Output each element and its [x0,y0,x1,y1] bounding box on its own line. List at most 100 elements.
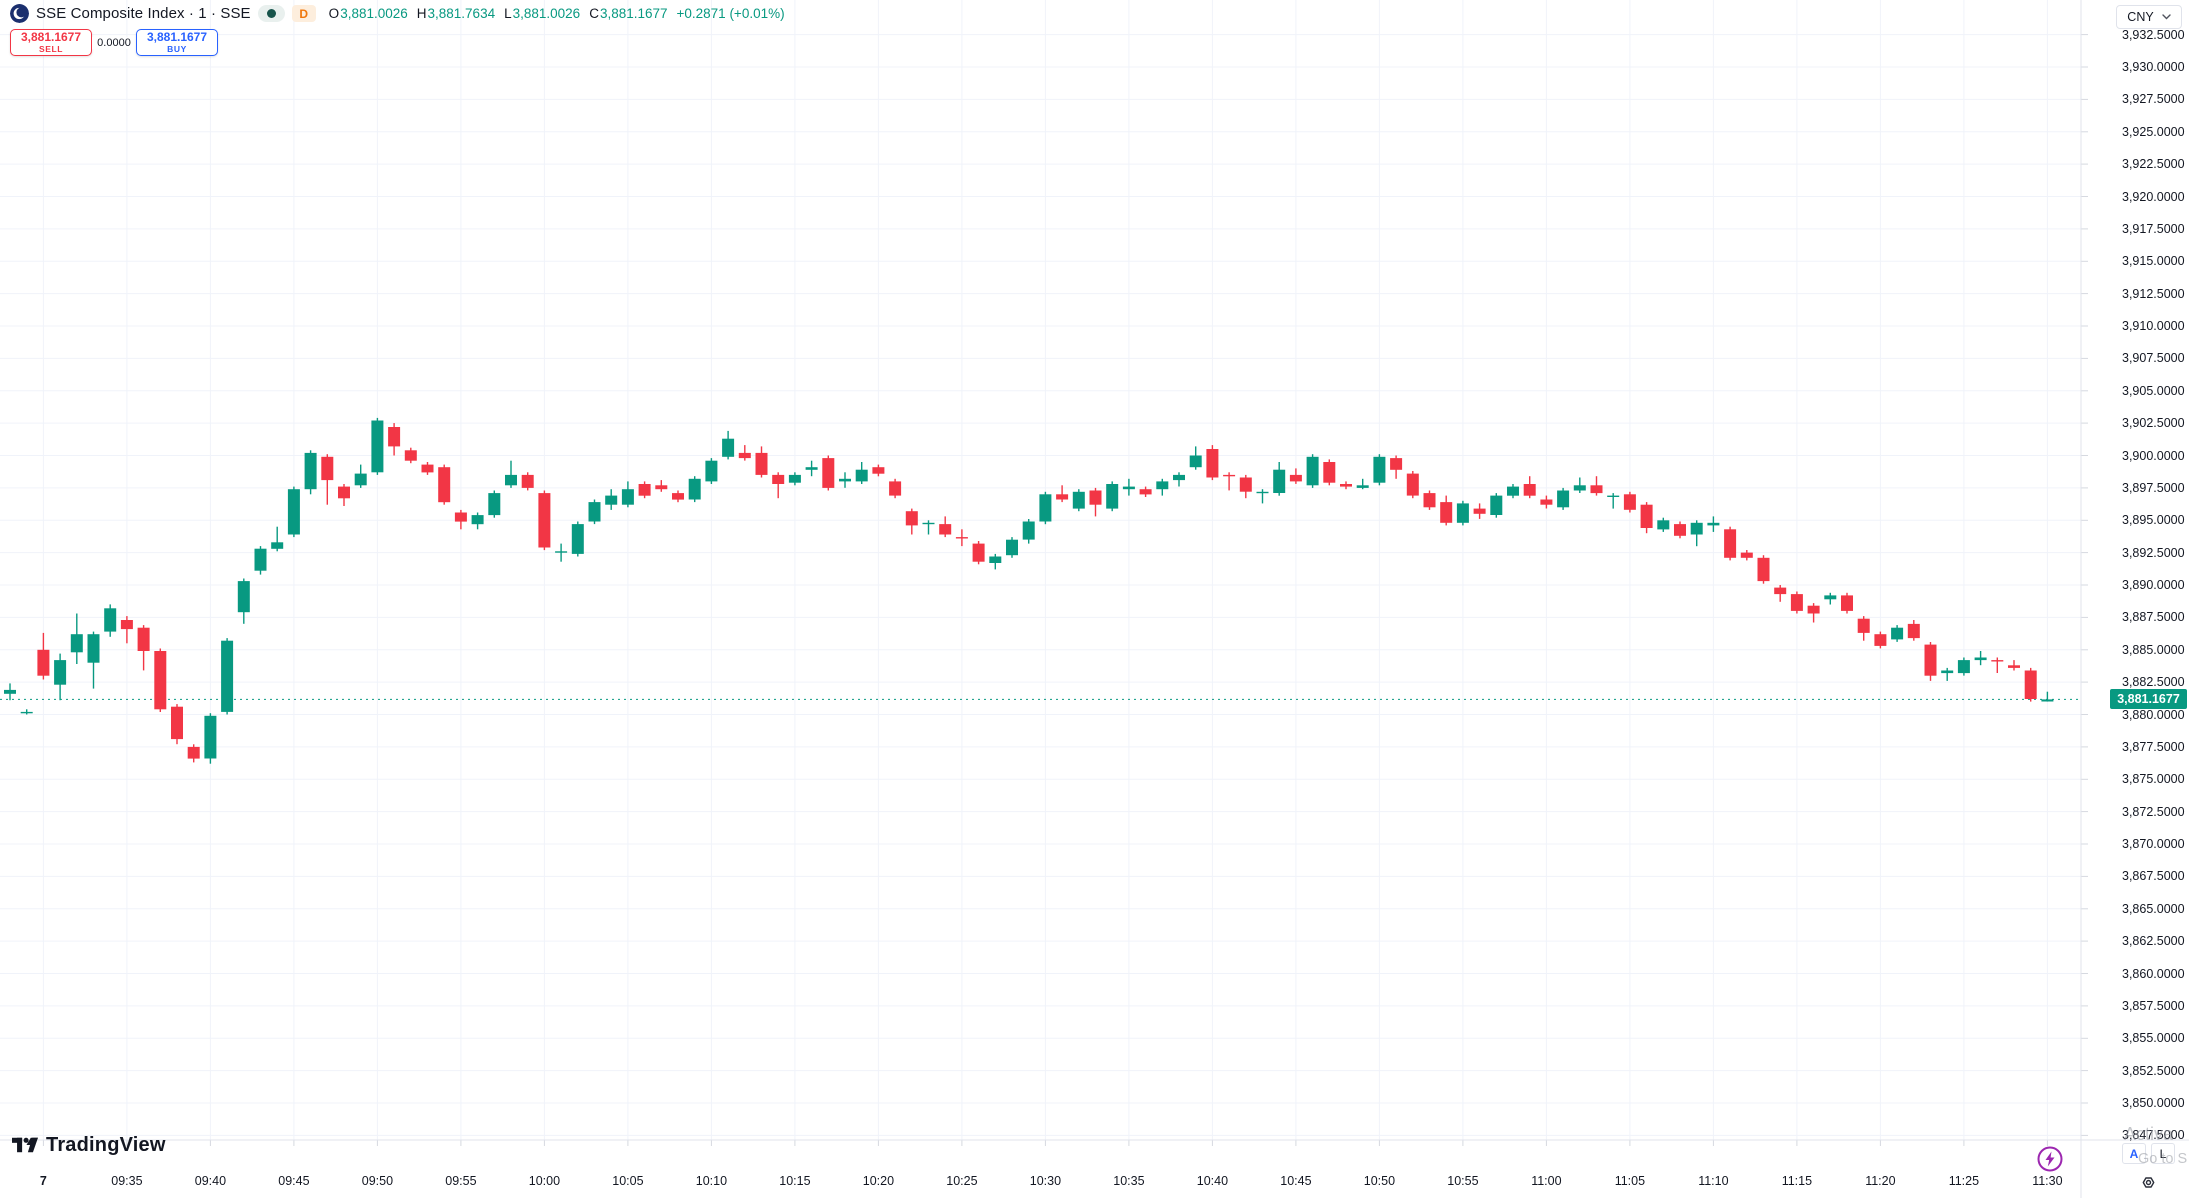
price-axis-label: 3,930.0000 [2122,60,2185,74]
price-axis-label: 3,882.5000 [2122,675,2185,690]
axis-settings-button[interactable] [2139,1173,2158,1197]
price-axis-label: 3,850.0000 [2122,1096,2185,1110]
price-axis-label: 3,847.5000 [2122,1128,2185,1143]
high-value: 3,881.7634 [427,6,496,21]
scale-controls: A L [2122,1143,2175,1164]
buy-price: 3,881.1677 [146,30,208,45]
time-axis-label: 10:15 [779,1174,811,1188]
time-axis-label: 09:40 [194,1174,227,1188]
trade-panel: 3,881.1677 SELL 0.0000 3,881.1677 BUY [10,29,218,56]
price-axis-label: 3,852.5000 [2122,1063,2185,1078]
time-axis-label: 10:55 [1447,1174,1479,1188]
change-value: +0.2871 (+0.01%) [676,6,785,21]
time-axis-label: 10:50 [1363,1174,1396,1188]
currency-label: CNY [2127,10,2154,24]
symbol-logo-icon [10,4,29,23]
price-axis-label: 3,920.0000 [2122,189,2185,204]
price-axis-label: 3,922.5000 [2122,157,2185,172]
auto-scale-button[interactable]: A [2122,1143,2146,1164]
market-status-badge[interactable] [257,5,285,22]
spread-value: 0.0000 [92,36,136,49]
time-axis-label: 11:25 [1948,1174,1980,1188]
price-axis-label: 3,925.0000 [2122,124,2185,139]
ohlc-readout: O 3,881.0026 H 3,881.7634 L 3,881.0026 C 3,8… [329,6,785,21]
price-axis-label: 3,890.0000 [2122,578,2185,592]
price-axis-label: 3,907.5000 [2122,351,2185,366]
price-axis-label: 3,887.5000 [2122,610,2185,625]
gear-icon [2142,1177,2155,1188]
time-axis-label: 10:25 [946,1174,978,1188]
time-axis-label: 09:50 [361,1174,394,1188]
time-axis-label: 11:30 [2032,1174,2063,1188]
time-axis-label: 10:10 [695,1174,728,1188]
price-axis-label: 3,932.5000 [2122,27,2185,42]
sell-price: 3,881.1677 [20,30,82,45]
price-axis-label: 3,885.0000 [2122,642,2185,657]
price-axis-label: 3,877.5000 [2122,739,2185,754]
tradingview-logo-text: TradingView [46,1133,166,1156]
price-axis-label: 3,872.5000 [2122,804,2185,819]
time-axis-label: 10:40 [1196,1174,1229,1188]
open-label: O [328,6,340,21]
price-axis-label: 3,892.5000 [2122,545,2185,560]
price-axis-label: 3,917.5000 [2122,221,2185,236]
time-axis-label: 10:35 [1113,1174,1145,1188]
price-axis-label: 3,927.5000 [2122,92,2185,107]
time-axis-label: 10:05 [612,1174,644,1188]
time-axis-label: 09:35 [111,1174,143,1188]
time-axis-label: 11:15 [1781,1174,1813,1188]
price-axis-label: 3,865.0000 [2122,901,2185,916]
time-axis-label: 11:00 [1531,1174,1562,1188]
close-label: C [589,6,599,21]
tradingview-mark-icon [12,1137,38,1153]
sell-button[interactable]: 3,881.1677 SELL [10,29,92,56]
currency-selector[interactable]: CNY [2116,5,2182,29]
close-value: 3,881.1677 [599,6,668,21]
price-axis-label: 3,855.0000 [2122,1031,2185,1046]
price-axis-label: 3,870.0000 [2122,837,2185,851]
time-axis-label: 10:30 [1029,1174,1062,1188]
price-axis-label: 3,875.0000 [2122,772,2185,787]
sell-label: SELL [38,44,64,55]
time-axis-label: 10:20 [862,1174,895,1188]
chevron-down-icon [2162,14,2171,20]
high-label: H [416,6,427,21]
time-axis-label: 11:05 [1614,1174,1646,1188]
current-price-badge: 3,881.1677 [2110,689,2187,710]
price-axis-label: 3,867.5000 [2122,869,2185,884]
price-axis-label: 3,862.5000 [2122,934,2185,949]
market-status-dot-icon [266,9,276,18]
price-axis-label: 3,895.0000 [2122,513,2185,528]
price-axis-label: 3,902.5000 [2122,416,2185,431]
low-value: 3,881.0026 [512,6,581,21]
time-axis-label: 10:00 [528,1174,561,1188]
flash-status-button[interactable] [2036,1145,2064,1178]
price-axis-label: 3,912.5000 [2122,286,2185,301]
price-axis-label: 3,880.0000 [2122,707,2185,722]
time-axis-label: 11:20 [1865,1174,1896,1188]
tradingview-logo[interactable]: TradingView [12,1133,166,1157]
low-label: L [504,6,512,21]
time-axis-label: 09:55 [445,1174,477,1188]
price-axis-label: 3,860.0000 [2122,966,2185,981]
log-scale-button[interactable]: L [2151,1143,2175,1164]
buy-label: BUY [167,44,187,55]
chart-header: SSE Composite Index · 1 · SSE D O 3,881.0… [10,4,785,23]
time-axis-label: 11:10 [1698,1174,1729,1188]
delayed-data-badge[interactable]: D [291,5,316,22]
price-axis-label: 3,915.0000 [2122,254,2185,269]
price-axis-label: 3,897.5000 [2122,480,2185,495]
time-axis-label: 10:45 [1280,1174,1312,1188]
price-axis-label: 3,900.0000 [2122,448,2185,463]
symbol-title[interactable]: SSE Composite Index · 1 · SSE [36,5,251,22]
open-value: 3,881.0026 [340,6,408,21]
buy-button[interactable]: 3,881.1677 BUY [136,29,218,56]
price-axis-label: 3,910.0000 [2122,319,2185,333]
time-axis-label: 09:45 [278,1174,310,1188]
lightning-icon [2037,1146,2063,1172]
price-axis-label: 3,905.0000 [2122,383,2185,398]
time-axis-day-label: 7 [39,1174,47,1188]
price-axis-label: 3,857.5000 [2122,998,2185,1013]
